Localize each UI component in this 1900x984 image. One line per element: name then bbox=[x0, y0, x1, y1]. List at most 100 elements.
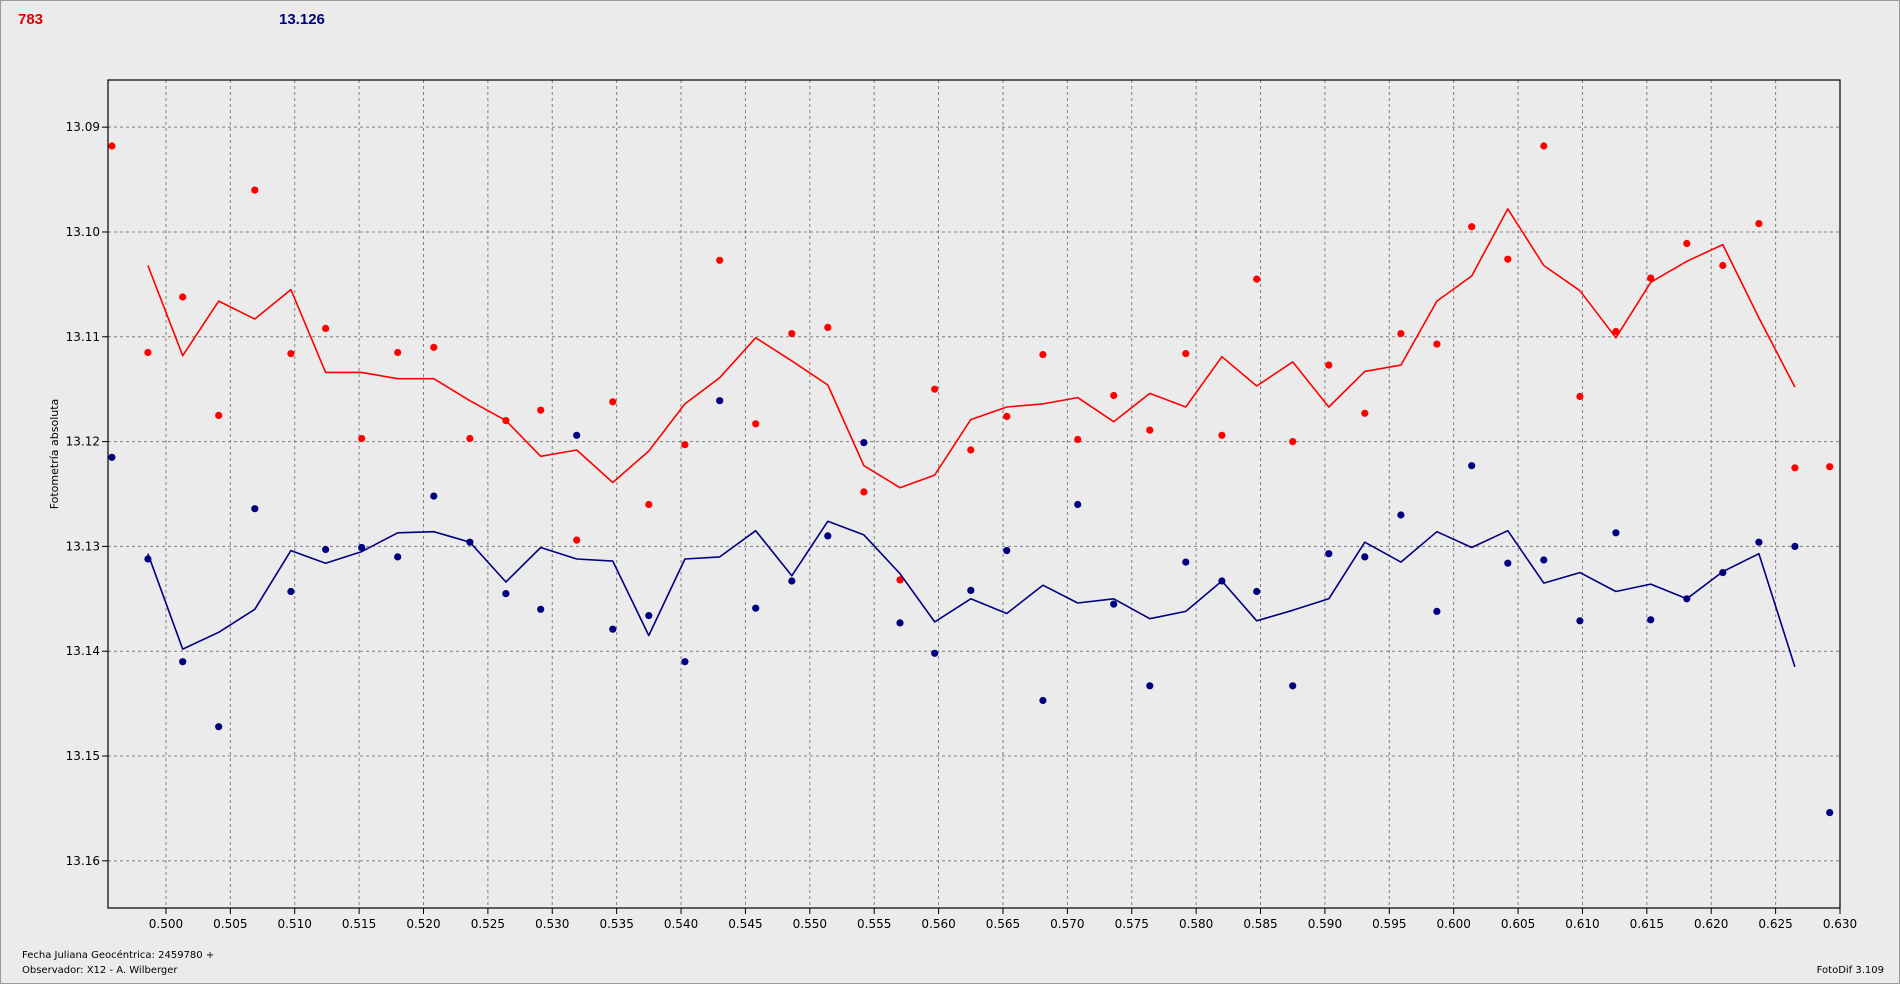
y-axis-label: Fotometría absoluta bbox=[48, 399, 61, 510]
data-point bbox=[179, 658, 187, 666]
data-point bbox=[1218, 577, 1226, 585]
data-point bbox=[1504, 255, 1512, 263]
data-point bbox=[1791, 464, 1799, 472]
data-point bbox=[860, 439, 868, 447]
data-point bbox=[1576, 617, 1584, 625]
data-point bbox=[1397, 330, 1405, 338]
data-point bbox=[1683, 239, 1691, 248]
data-point bbox=[430, 343, 438, 351]
x-tick-label: 0.525 bbox=[471, 917, 505, 931]
y-tick-label: 13.13 bbox=[66, 539, 100, 553]
data-point bbox=[681, 441, 689, 449]
data-point bbox=[752, 604, 760, 612]
y-tick-label: 13.12 bbox=[66, 435, 100, 449]
grid bbox=[102, 80, 1841, 914]
series-0 bbox=[108, 142, 1834, 584]
data-point bbox=[1826, 809, 1834, 817]
data-point bbox=[1146, 682, 1154, 690]
data-point bbox=[645, 500, 653, 509]
data-point bbox=[358, 434, 366, 443]
data-point bbox=[1791, 542, 1799, 551]
data-point bbox=[108, 453, 116, 461]
data-point bbox=[1146, 426, 1154, 434]
data-point bbox=[609, 398, 617, 406]
data-point bbox=[394, 348, 402, 357]
x-tick-label: 0.625 bbox=[1758, 917, 1792, 931]
data-point bbox=[1361, 409, 1369, 417]
data-point bbox=[466, 538, 474, 546]
data-point bbox=[1003, 547, 1011, 555]
data-point bbox=[788, 330, 796, 338]
data-point bbox=[322, 324, 330, 332]
x-tick-label: 0.515 bbox=[342, 917, 376, 931]
x-tick-labels: 0.500 0.505 0.510 0.515 0.520 0.525 0.530 0.535… bbox=[149, 917, 1857, 931]
data-point bbox=[1361, 553, 1369, 561]
data-point bbox=[502, 417, 510, 425]
data-point bbox=[967, 586, 975, 595]
data-point bbox=[251, 186, 259, 194]
x-tick-label: 0.585 bbox=[1243, 917, 1277, 931]
data-point bbox=[1182, 350, 1190, 358]
y-tick-label: 13.16 bbox=[66, 854, 100, 868]
x-tick-label: 0.555 bbox=[857, 917, 891, 931]
x-tick-label: 0.565 bbox=[986, 917, 1020, 931]
data-point bbox=[287, 350, 295, 358]
x-tick-label: 0.590 bbox=[1308, 917, 1342, 931]
red-series-value: 783 bbox=[18, 11, 44, 28]
x-tick-label: 0.535 bbox=[599, 917, 633, 931]
data-point bbox=[1683, 595, 1691, 603]
data-point bbox=[215, 411, 223, 419]
data-point bbox=[1540, 556, 1548, 564]
data-point bbox=[1325, 361, 1333, 369]
data-point bbox=[573, 536, 581, 544]
x-tick-label: 0.570 bbox=[1050, 917, 1084, 931]
data-point bbox=[645, 612, 653, 620]
y-tick-label: 13.15 bbox=[66, 749, 100, 763]
data-point bbox=[1755, 538, 1763, 546]
x-tick-label: 0.600 bbox=[1437, 917, 1471, 931]
x-tick-label: 0.575 bbox=[1115, 917, 1149, 931]
series-line bbox=[147, 520, 1796, 668]
x-tick-label: 0.530 bbox=[535, 917, 569, 931]
x-tick-label: 0.620 bbox=[1694, 917, 1728, 931]
data-point bbox=[788, 577, 796, 585]
data-point bbox=[287, 587, 295, 596]
x-tick-label: 0.550 bbox=[793, 917, 827, 931]
x-tick-label: 0.605 bbox=[1501, 917, 1535, 931]
x-tick-label: 0.610 bbox=[1565, 917, 1599, 931]
data-point bbox=[179, 293, 187, 301]
data-point bbox=[1289, 682, 1297, 690]
data-point bbox=[144, 555, 152, 563]
data-point bbox=[931, 649, 939, 657]
data-point bbox=[967, 446, 975, 454]
data-point bbox=[1074, 435, 1082, 444]
data-point bbox=[1039, 696, 1047, 705]
data-point bbox=[1576, 392, 1584, 401]
x-tick-label: 0.580 bbox=[1179, 917, 1213, 931]
data-point bbox=[322, 545, 330, 554]
data-point bbox=[1433, 340, 1441, 348]
data-point bbox=[1253, 587, 1261, 596]
x-tick-label: 0.630 bbox=[1823, 917, 1857, 931]
julian-date-label: Fecha Juliana Geocéntrica: 2459780 + bbox=[22, 950, 215, 961]
data-point bbox=[1755, 220, 1763, 228]
data-point bbox=[1397, 511, 1405, 519]
data-point bbox=[537, 605, 545, 613]
x-tick-label: 0.510 bbox=[278, 917, 312, 931]
x-tick-label: 0.595 bbox=[1372, 917, 1406, 931]
data-point bbox=[1612, 529, 1620, 537]
data-point bbox=[896, 576, 904, 584]
observer-label: Observador: X12 - A. Wilberger bbox=[22, 965, 178, 976]
blue-series-value: 13.126 bbox=[279, 11, 325, 28]
data-point bbox=[430, 492, 438, 500]
data-point bbox=[1504, 559, 1512, 567]
data-point bbox=[1719, 261, 1727, 270]
data-point bbox=[716, 397, 724, 405]
data-point bbox=[896, 619, 904, 627]
data-point bbox=[1468, 462, 1476, 470]
data-point bbox=[1612, 327, 1620, 336]
data-point bbox=[537, 406, 545, 414]
data-point bbox=[860, 488, 868, 496]
data-point bbox=[1289, 438, 1297, 446]
data-point bbox=[716, 256, 724, 264]
